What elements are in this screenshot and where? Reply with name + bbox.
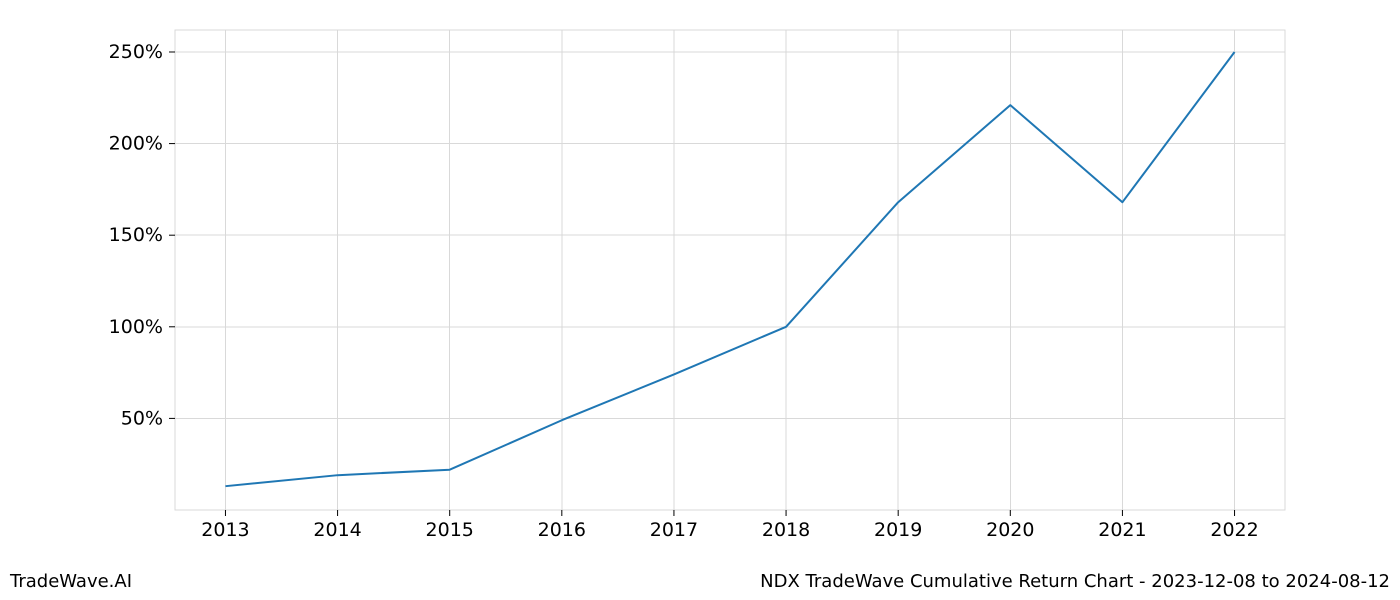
x-tick-label: 2019 [874,519,922,541]
x-tick-label: 2014 [313,519,361,541]
y-tick-label: 50% [121,407,163,429]
y-tick-label: 250% [109,41,163,63]
y-tick-label: 150% [109,224,163,246]
footer-right-text: NDX TradeWave Cumulative Return Chart - … [760,571,1390,592]
x-tick-label: 2020 [986,519,1034,541]
y-tick-label: 200% [109,133,163,155]
x-tick-label: 2015 [426,519,474,541]
chart-container: 2013 2014 2015 2016 2017 2018 2019 2020 2021 2022… [0,0,1400,600]
footer-left-text: TradeWave.AI [10,571,132,592]
x-tick-label: 2013 [201,519,249,541]
x-tick-label: 2016 [538,519,586,541]
x-tick-label: 2018 [762,519,810,541]
x-tick-label: 2021 [1098,519,1146,541]
y-tick-label: 100% [109,316,163,338]
x-tick-label: 2017 [650,519,698,541]
x-tick-label: 2022 [1210,519,1258,541]
line-chart: 2013 2014 2015 2016 2017 2018 2019 2020 2021 2022… [0,0,1400,600]
